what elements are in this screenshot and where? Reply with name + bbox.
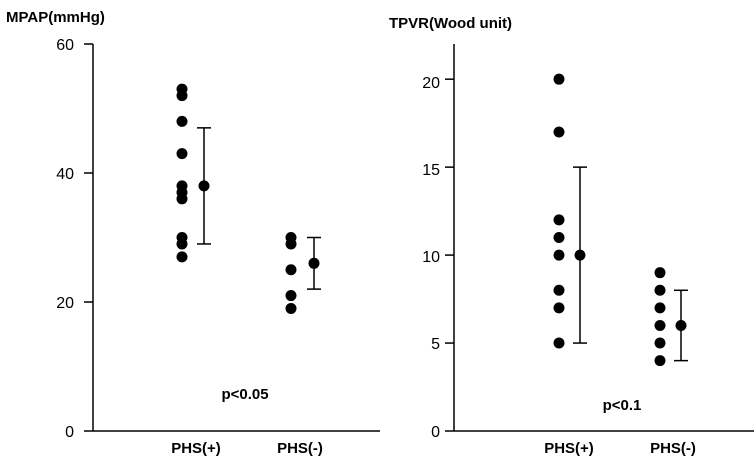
tpvr-point-cat0-5 [554, 214, 565, 225]
mpap-point-cat1-1 [286, 290, 297, 301]
tpvr-point-cat0-3 [554, 250, 565, 261]
tpvr-point-cat1-2 [655, 320, 666, 331]
mpap-point-cat0-7 [177, 116, 188, 127]
mpap-point-cat0-2 [177, 232, 188, 243]
tpvr-mean-marker-cat0 [575, 250, 586, 261]
mpap-point-cat1-2 [286, 264, 297, 275]
tpvr-point-cat0-1 [554, 302, 565, 313]
tpvr-point-cat0-4 [554, 232, 565, 243]
mpap-point-cat0-5 [177, 180, 188, 191]
tpvr-y-axis-label: TPVR(Wood unit) [389, 15, 512, 32]
mpap-y-tick-label-20: 20 [56, 295, 74, 312]
tpvr-mean-marker-cat1 [676, 320, 687, 331]
tpvr-y-tick-label-20: 20 [422, 75, 440, 92]
tpvr-y-tick-label-5: 5 [431, 336, 440, 353]
tpvr-x-category-phs-pos: PHS(+) [544, 440, 594, 457]
mpap-point-cat0-9 [177, 84, 188, 95]
tpvr-y-tick-label-0: 0 [431, 424, 440, 441]
tpvr-panel: TPVR(Wood unit) 0 5 10 15 20 PHS(+) PHS(… [389, 15, 754, 457]
tpvr-point-cat1-5 [655, 267, 666, 278]
tpvr-y-tick-label-15: 15 [422, 162, 440, 179]
tpvr-point-cat0-6 [554, 126, 565, 137]
tpvr-point-cat0-7 [554, 74, 565, 85]
mpap-data-marks [84, 44, 321, 431]
tpvr-x-category-phs-neg: PHS(-) [650, 440, 696, 457]
tpvr-point-cat1-0 [655, 355, 666, 366]
tpvr-point-cat0-2 [554, 285, 565, 296]
tpvr-p-value: p<0.1 [603, 397, 642, 414]
mpap-mean-marker-cat0 [199, 180, 210, 191]
tpvr-point-cat1-4 [655, 285, 666, 296]
tpvr-y-tick-label-10: 10 [422, 249, 440, 266]
mpap-y-axis-label: MPAP(mmHg) [6, 9, 105, 26]
tpvr-data-marks [445, 74, 688, 431]
mpap-panel: MPAP(mmHg) 0 20 40 60 PHS(+) PHS(-) p<0.… [6, 9, 380, 457]
mpap-x-category-phs-neg: PHS(-) [277, 440, 323, 457]
mpap-point-cat1-4 [286, 232, 297, 243]
mpap-point-cat0-6 [177, 148, 188, 159]
tpvr-point-cat1-3 [655, 302, 666, 313]
mpap-point-cat0-0 [177, 251, 188, 262]
tpvr-point-cat1-1 [655, 338, 666, 349]
mpap-point-cat1-0 [286, 303, 297, 314]
mpap-y-tick-label-40: 40 [56, 166, 74, 183]
mpap-x-category-phs-pos: PHS(+) [171, 440, 221, 457]
tpvr-point-cat0-0 [554, 338, 565, 349]
mpap-y-tick-label-60: 60 [56, 37, 74, 54]
mpap-p-value: p<0.05 [221, 386, 268, 403]
mpap-y-tick-label-0: 0 [65, 424, 74, 441]
mpap-mean-marker-cat1 [309, 258, 320, 269]
